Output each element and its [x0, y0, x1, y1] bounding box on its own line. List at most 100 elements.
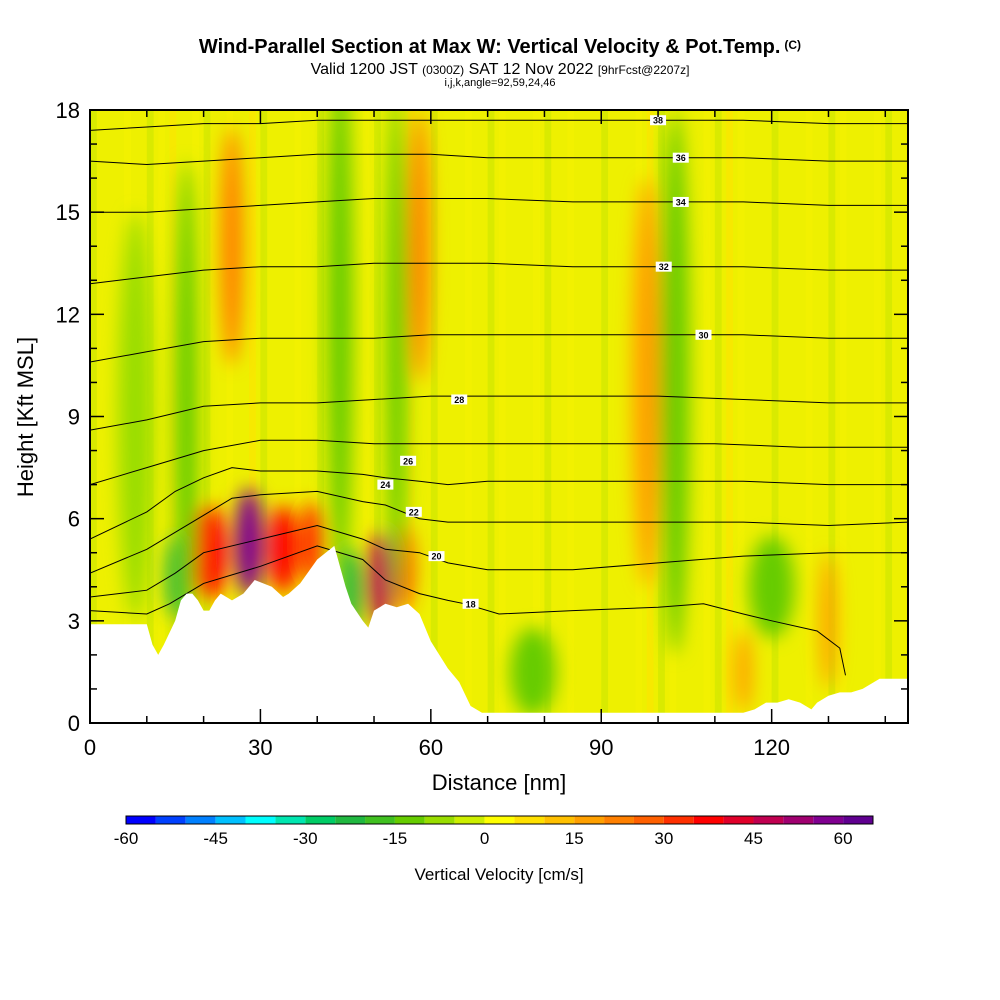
colorbar-tick-label: 30: [654, 829, 673, 848]
y-tick-label: 15: [56, 200, 80, 225]
subtitle-utc: (0300Z): [422, 63, 465, 77]
theta-contour-label: 34: [672, 196, 689, 207]
theta-contour: [90, 334, 908, 363]
colorbar-swatch: [215, 816, 246, 824]
colorbar-swatch: [275, 816, 306, 824]
colorbar-swatch: [155, 816, 186, 824]
theta-contour-label: 20: [428, 551, 445, 562]
colorbar-tick-label: 45: [744, 829, 763, 848]
velocity-region: [175, 161, 198, 672]
field-band: [408, 110, 415, 723]
colorbar-swatch: [663, 816, 694, 824]
theta-contour: [90, 524, 908, 598]
y-tick-label: 6: [68, 507, 80, 532]
field-band: [714, 110, 722, 723]
svg-text:32: 32: [659, 262, 669, 272]
theta-contour-label: 26: [400, 455, 417, 466]
colorbar-swatch: [394, 816, 425, 824]
y-tick-label: 0: [68, 711, 80, 736]
velocity-region: [118, 212, 153, 621]
colorbar-swatch: [633, 816, 664, 824]
field-band: [805, 110, 813, 723]
theta-contour-labels: 18 20 22 24 26 28 30 32 34 36 38: [377, 115, 712, 609]
colorbar-tick-label: -60: [114, 829, 139, 848]
theta-contour: [90, 467, 908, 540]
theta-contour: [90, 198, 908, 213]
svg-text:26: 26: [403, 456, 413, 466]
field-band: [544, 110, 552, 723]
colorbar-tick-label: -30: [293, 829, 318, 848]
velocity-region: [192, 505, 227, 601]
field-band: [317, 110, 325, 723]
field-band: [885, 110, 893, 723]
x-axis-title: Distance [nm]: [432, 770, 567, 795]
colorbar: [125, 815, 874, 825]
velocity-region: [510, 627, 556, 717]
velocity-region: [386, 110, 407, 604]
field-band: [601, 110, 609, 723]
field-band: [464, 110, 472, 723]
x-tick-label: 30: [248, 735, 272, 760]
field-band: [873, 110, 881, 723]
theta-contour: [90, 439, 908, 486]
svg-text:30: 30: [698, 330, 708, 340]
colorbar-swatch: [424, 816, 455, 824]
colorbar-swatch: [484, 816, 515, 824]
theta-contour-label: 24: [377, 479, 394, 490]
velocity-region: [660, 110, 690, 655]
theta-contours: [90, 119, 908, 676]
field-band: [260, 110, 268, 723]
theta-contour: [90, 153, 908, 166]
svg-text:18: 18: [466, 599, 476, 609]
terrain: [90, 545, 908, 723]
colorbar-swatch: [544, 816, 575, 824]
copyright-mark: (C): [784, 38, 802, 52]
field-band: [362, 110, 370, 723]
colorbar-swatch: [723, 816, 754, 824]
velocity-region: [409, 110, 430, 383]
velocity-region: [734, 631, 752, 713]
y-tick-label: 12: [56, 302, 80, 327]
colorbar-tick-label: 60: [834, 829, 853, 848]
svg-text:24: 24: [380, 480, 390, 490]
colorbar-swatch: [514, 816, 545, 824]
field-band: [533, 110, 540, 723]
svg-text:22: 22: [409, 507, 419, 517]
velocity-region: [748, 535, 795, 638]
theta-contour-label: 32: [655, 261, 672, 272]
chart-subtitle-indices: i,j,k,angle=92,59,24,46: [444, 77, 556, 89]
theta-contour: [90, 395, 908, 431]
velocity-regions: [118, 110, 837, 717]
colorbar-swatch: [843, 816, 873, 824]
field-band: [294, 110, 302, 723]
field-band: [567, 110, 574, 723]
chart-title: Wind-Parallel Section at Max W: Vertical…: [0, 36, 1000, 59]
theta-contour-label: 18: [462, 598, 479, 609]
colorbar-tick-label: -15: [383, 829, 408, 848]
colorbar-tick-label: -45: [203, 829, 228, 848]
y-tick-labels: 0 3 6 9 12 15 18: [56, 98, 80, 736]
theta-contour-label: 36: [672, 152, 689, 163]
field-band: [499, 110, 506, 723]
colorbar-tick-label: 0: [480, 829, 489, 848]
colorbar-swatch: [783, 816, 814, 824]
field-band: [726, 110, 734, 723]
colorbar-swatch: [574, 816, 605, 824]
theta-contour-label: 28: [451, 394, 468, 405]
y-tick-label: 18: [56, 98, 80, 123]
velocity-region: [268, 505, 298, 594]
field-band: [839, 110, 847, 723]
field-band: [374, 110, 381, 723]
colorbar-frame: [125, 815, 874, 825]
colorbar-swatch: [813, 816, 844, 824]
subtitle-valid: Valid 1200 JST: [310, 61, 418, 78]
theta-contour-label: 38: [650, 115, 667, 126]
y-tick-label: 9: [68, 405, 80, 430]
chart-title-text: Wind-Parallel Section at Max W: Vertical…: [198, 36, 781, 58]
y-tick-label: 3: [68, 609, 80, 634]
theta-contour-label: 22: [405, 506, 422, 517]
svg-text:38: 38: [653, 116, 663, 126]
colorbar-swatch: [185, 816, 216, 824]
field-band: [703, 110, 711, 723]
field-band: [249, 110, 256, 723]
